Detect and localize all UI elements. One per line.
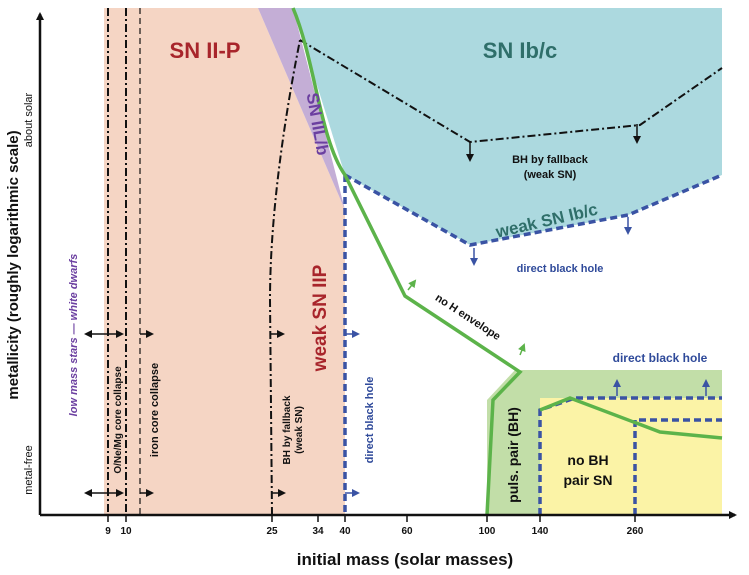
axes — [36, 12, 737, 519]
y-top-label: about solar — [23, 92, 35, 147]
label-bh-fallback-top-2: (weak SN) — [524, 169, 577, 181]
no-h-envelope-line — [291, 7, 723, 516]
y-axis-label: metallicity (roughly logarithmic scale) — [5, 130, 22, 399]
label-bh-fallback-top-1: BH by fallback — [512, 154, 589, 166]
tick-10: 10 — [120, 526, 132, 537]
blue-arrows — [345, 217, 710, 497]
black-arrows — [84, 124, 641, 497]
label-onemg: O/Ne/Mg core collapse — [113, 366, 124, 474]
tick-25: 25 — [266, 526, 278, 537]
tick-34: 34 — [312, 526, 324, 537]
tick-100: 100 — [479, 526, 496, 537]
label-bh-fallback-vertical-1: BH by fallback — [282, 395, 293, 464]
label-pair-sn: pair SN — [563, 472, 612, 488]
label-sn-ii-p: SN II-P — [170, 38, 241, 63]
tick-9: 9 — [105, 526, 111, 537]
x-axis-ticks — [107, 515, 636, 522]
label-puls-pair: puls. pair (BH) — [505, 407, 521, 503]
label-bh-fallback-vertical-2: (weak SN) — [294, 406, 305, 454]
x-tick-labels: 9 10 25 34 40 60 100 140 260 — [105, 526, 644, 537]
label-no-bh: no BH — [567, 452, 608, 468]
label-direct-bh-mid: direct black hole — [517, 263, 604, 275]
label-direct-bh-vertical: direct black hole — [364, 377, 376, 464]
x-axis-label: initial mass (solar masses) — [297, 550, 513, 569]
label-direct-bh-low: direct black hole — [613, 351, 708, 365]
tick-40: 40 — [339, 526, 351, 537]
region-puls-pair — [487, 370, 722, 515]
fallback-boundaries — [107, 8, 723, 516]
tick-140: 140 — [532, 526, 549, 537]
region-sn-ibc — [293, 8, 722, 245]
label-low-mass: low mass stars — white dwarfs — [68, 254, 80, 417]
y-bottom-label: metal-free — [23, 445, 35, 495]
tick-60: 60 — [401, 526, 413, 537]
region-sn-ii-lb — [258, 8, 345, 210]
label-weak-sn-iip: weak SN IIP — [310, 264, 331, 372]
label-sn-ibc: SN Ib/c — [483, 38, 558, 63]
tick-260: 260 — [627, 526, 644, 537]
region-sn-ii-p — [104, 8, 345, 515]
label-iron: iron core collapse — [149, 363, 161, 457]
